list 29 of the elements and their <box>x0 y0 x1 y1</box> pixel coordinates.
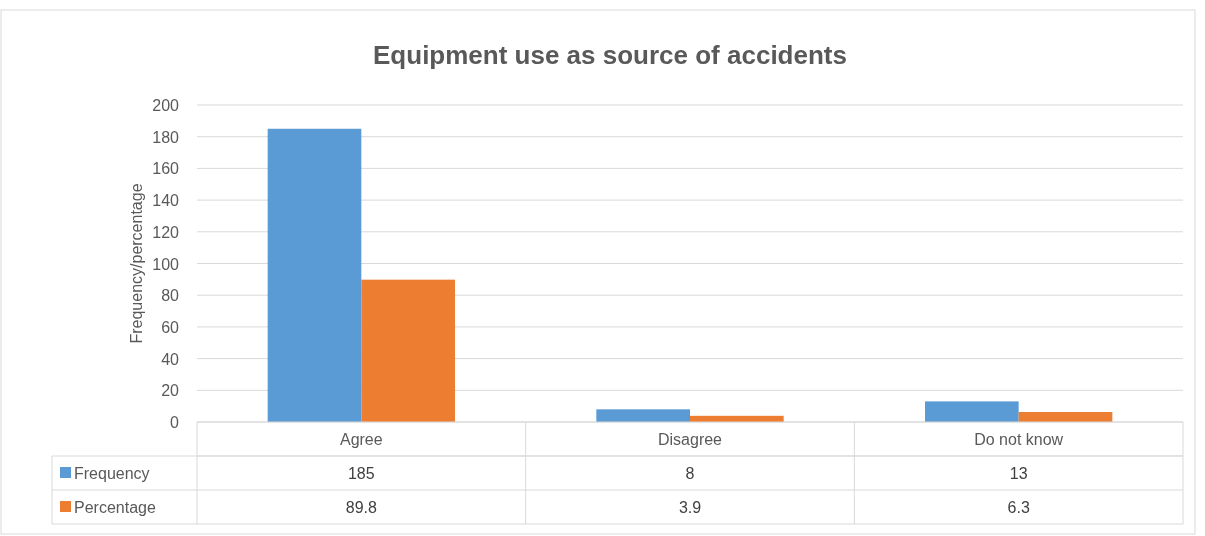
y-axis-title: Frequency/percentage <box>128 183 145 344</box>
y-tick-label: 140 <box>152 192 180 210</box>
y-tick-label: 0 <box>170 414 180 431</box>
bar <box>925 401 1019 422</box>
x-tick-label: Disagree <box>657 431 723 448</box>
data-label: 3.9 <box>678 499 702 516</box>
bar <box>361 279 455 422</box>
y-tick-label: 200 <box>152 97 180 114</box>
legend-label: Frequency <box>74 465 150 482</box>
data-label: 13 <box>1009 465 1028 482</box>
y-tick-label: 60 <box>161 318 180 336</box>
bar <box>1018 412 1113 422</box>
data-label: 8 <box>685 465 695 482</box>
y-tick-label: 160 <box>152 160 180 178</box>
data-label: 185 <box>347 465 375 482</box>
y-tick-label: 120 <box>152 223 180 241</box>
chart-title: Equipment use as source of accidents <box>373 40 847 70</box>
legend-label: Percentage <box>74 499 156 516</box>
data-label: 6.3 <box>1007 499 1030 516</box>
data-label: 89.8 <box>345 499 378 516</box>
y-tick-label: 100 <box>152 255 180 273</box>
y-tick-label: 180 <box>152 128 180 146</box>
x-tick-label: Agree <box>339 431 383 448</box>
x-tick-label: Do not know <box>974 431 1064 448</box>
y-tick-label: 80 <box>161 287 180 305</box>
y-tick-label: 40 <box>161 350 180 368</box>
y-tick-label: 20 <box>161 382 180 400</box>
bar <box>596 409 690 422</box>
bar <box>267 128 362 422</box>
